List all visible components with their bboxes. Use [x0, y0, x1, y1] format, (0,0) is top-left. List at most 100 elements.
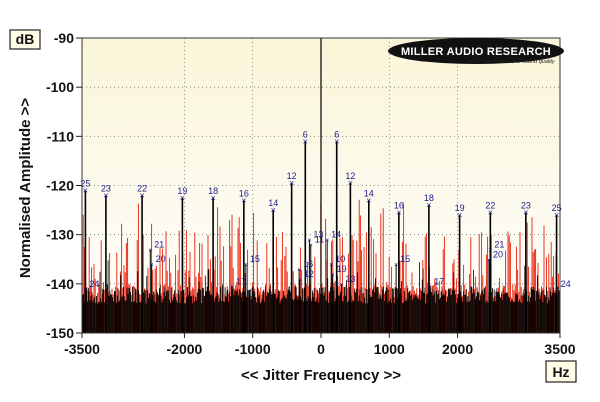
- minor-peak-label: 15: [250, 254, 260, 264]
- x-tick-label: -1000: [235, 341, 271, 357]
- axes: -150 -140 -130 -120 -110 -100 -90 -3500 -2000 -10…: [46, 30, 576, 357]
- black-spectrum-trace: [82, 260, 560, 333]
- minor-peak-marker: ×: [329, 262, 333, 269]
- peak-marker: ×: [289, 178, 294, 188]
- minor-peak-label: 24: [561, 279, 571, 289]
- y-tick-label: -130: [46, 227, 74, 243]
- minor-peak-label: 20: [493, 249, 503, 259]
- minor-peak-label: 15: [400, 254, 410, 264]
- minor-peak-marker: ×: [555, 287, 559, 294]
- minor-peak-marker: ×: [428, 284, 432, 291]
- x-unit-box: Hz: [545, 360, 577, 383]
- minor-peak-marker: ×: [244, 262, 248, 269]
- peak-label: 16: [394, 201, 404, 211]
- minor-peak-label: 10: [335, 254, 345, 264]
- peak-label: 12: [287, 171, 297, 181]
- peak-label: 23: [521, 201, 531, 211]
- minor-peak-label: 12: [304, 269, 314, 279]
- peak-marker: ×: [139, 190, 144, 200]
- minor-peak-label: 19: [337, 264, 347, 274]
- y-tick-label: -140: [46, 276, 74, 292]
- peak-marker: ×: [271, 205, 276, 215]
- peak-label: 25: [552, 203, 562, 213]
- minor-peak-marker: ×: [331, 272, 335, 279]
- spectrum-traces: [82, 38, 560, 333]
- y-tick-label: -90: [54, 30, 74, 46]
- logo-name: MILLER AUDIO RESEARCH: [401, 46, 551, 58]
- y-tick-label: -150: [46, 325, 74, 341]
- minor-peak-label: 17: [236, 276, 246, 286]
- peak-label: 6: [334, 129, 339, 139]
- x-unit-label: Hz: [552, 364, 569, 380]
- peak-marker: ×: [348, 178, 353, 188]
- minor-peak-marker: ×: [148, 247, 152, 254]
- minor-peak-label: 13: [313, 230, 323, 240]
- peak-label: 18: [424, 193, 434, 203]
- minor-peak-label: 17: [434, 276, 444, 286]
- peak-label: 14: [268, 198, 278, 208]
- x-tick-label: -3500: [64, 341, 100, 357]
- miller-audio-research-logo: MILLER AUDIO RESEARCH Setting the measur…: [388, 38, 564, 65]
- peak-label: 18: [208, 186, 218, 196]
- peak-marker: ×: [334, 136, 339, 146]
- minor-peak-label: 20: [156, 254, 166, 264]
- minor-peak-label: 11: [315, 235, 324, 245]
- x-axis-title: << Jitter Frequency >>: [241, 367, 401, 384]
- peak-marker: ×: [457, 210, 462, 220]
- peak-marker: ×: [303, 136, 308, 146]
- y-tick-label: -100: [46, 79, 74, 95]
- minor-peak-label: 13: [345, 274, 355, 284]
- x-tick-label: 0: [317, 341, 325, 357]
- peak-labels: ×25×23×22×19×18×16×14×12×6×6×12×14×16 ×18…: [80, 129, 570, 294]
- minor-peak-label: 24: [89, 279, 99, 289]
- minor-peak-label: 14: [331, 230, 341, 240]
- peak-label: 23: [101, 183, 111, 193]
- y-unit-label: dB: [16, 31, 35, 47]
- peak-marker: ×: [241, 195, 246, 205]
- y-axis-title: Normalised Amplitude >>: [17, 98, 34, 279]
- minor-peak-marker: ×: [309, 243, 313, 250]
- y-tick-label: -110: [47, 128, 74, 144]
- y-tick-label: -120: [46, 178, 74, 194]
- peak-marker: ×: [210, 193, 215, 203]
- minor-peak-marker: ×: [488, 247, 492, 254]
- x-tick-label: 2000: [442, 341, 473, 357]
- peak-label: 16: [239, 188, 249, 198]
- peak-marker: ×: [366, 195, 371, 205]
- peak-label: 19: [455, 203, 465, 213]
- logo-tagline: Setting the measure of sound quality: [465, 59, 556, 65]
- x-tick-label: 3500: [544, 341, 575, 357]
- minor-peak-label: 16: [303, 259, 313, 269]
- peak-marker: ×: [426, 200, 431, 210]
- minor-peak-marker: ×: [298, 277, 302, 284]
- peak-label: 14: [364, 188, 374, 198]
- peak-marker: ×: [103, 190, 108, 200]
- peak-marker: ×: [180, 193, 185, 203]
- minor-peak-label: 21: [154, 239, 164, 249]
- peak-marker: ×: [554, 210, 559, 220]
- minor-peak-marker: ×: [394, 262, 398, 269]
- peak-marker: ×: [396, 208, 401, 218]
- minor-peak-marker: ×: [150, 262, 154, 269]
- minor-peak-marker: ×: [297, 267, 301, 274]
- minor-peak-label: 21: [494, 239, 504, 249]
- y-unit-box: dB: [9, 29, 41, 50]
- minor-peak-marker: ×: [83, 287, 87, 294]
- peak-label: 6: [303, 129, 308, 139]
- peak-marker: ×: [523, 208, 528, 218]
- minor-peak-marker: ×: [325, 238, 329, 245]
- minor-peak-marker: ×: [307, 238, 311, 245]
- minor-peak-marker: ×: [339, 282, 343, 289]
- peak-label: 12: [345, 171, 355, 181]
- x-tick-label: -2000: [167, 341, 203, 357]
- peak-label: 25: [80, 178, 90, 188]
- peak-label: 22: [137, 183, 147, 193]
- x-tick-label: 1000: [374, 341, 405, 357]
- peak-marker: ×: [83, 185, 88, 195]
- minor-peak-marker: ×: [487, 257, 491, 264]
- peak-marker: ×: [488, 208, 493, 218]
- peak-label: 19: [177, 186, 187, 196]
- minor-peak-marker: ×: [230, 284, 234, 291]
- peak-label: 22: [485, 201, 495, 211]
